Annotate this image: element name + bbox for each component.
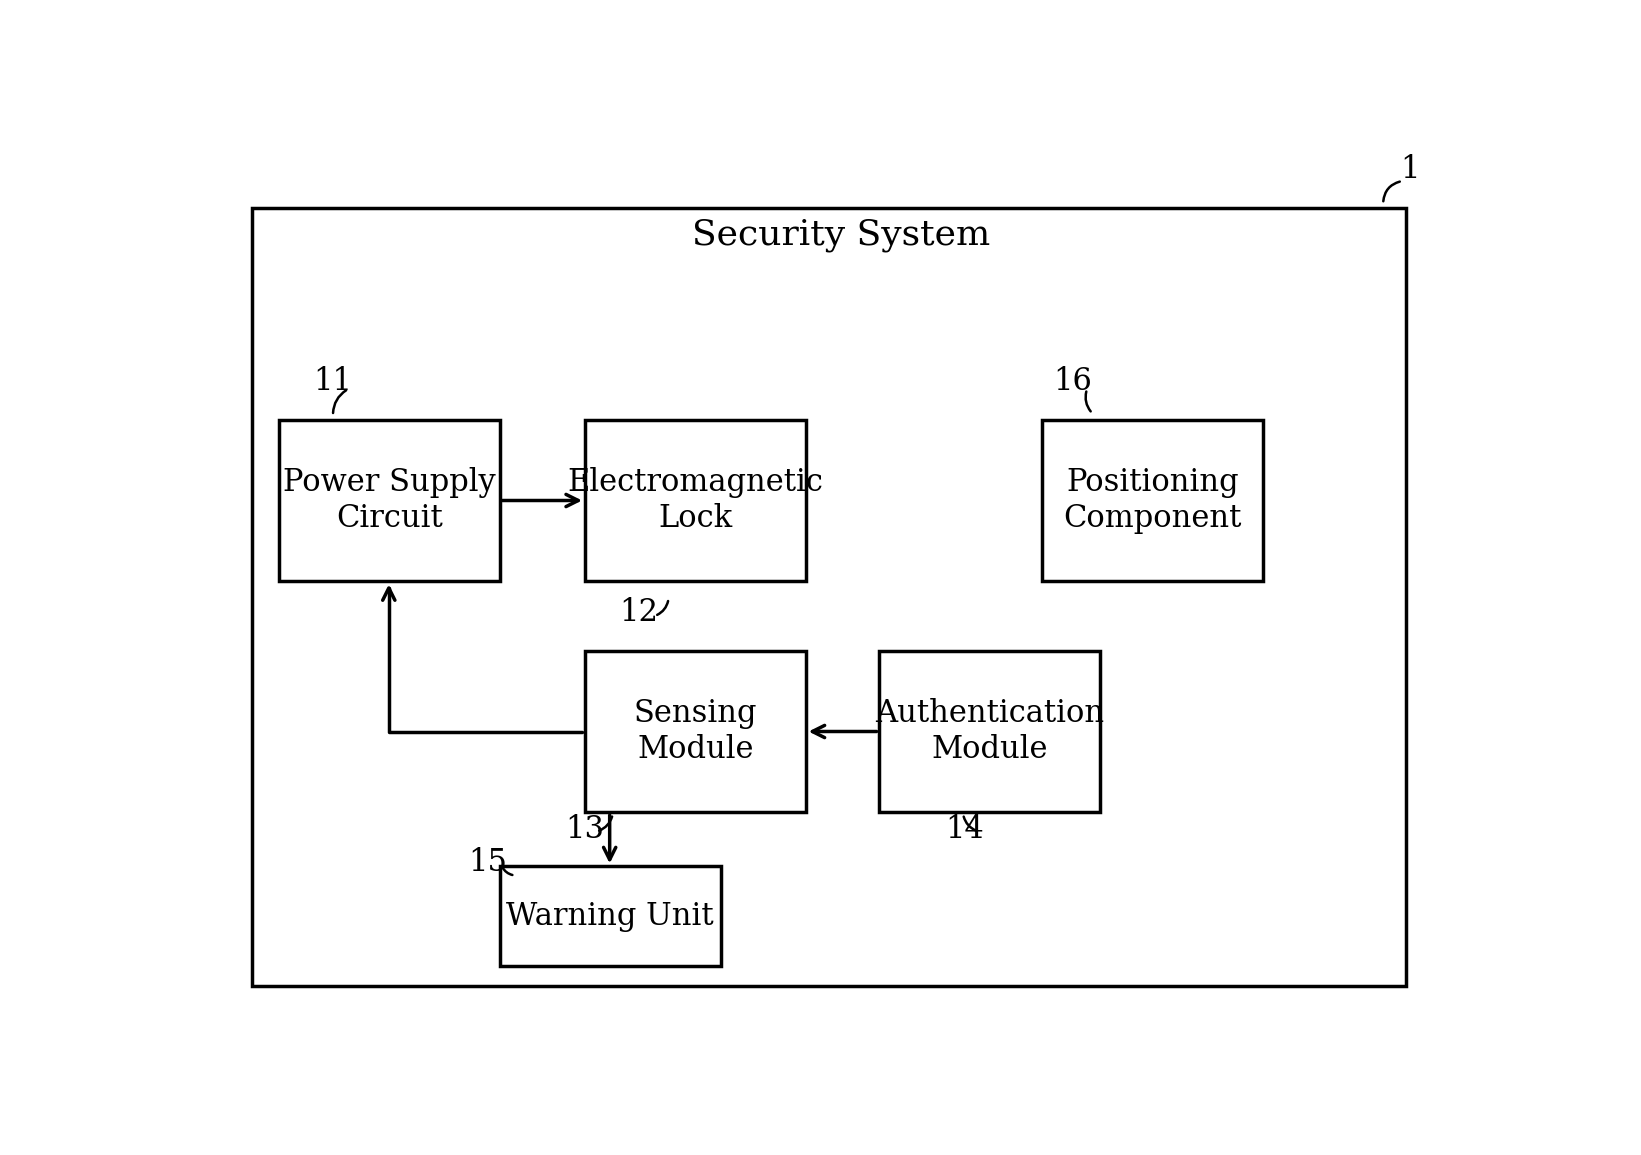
Bar [251, 208, 1406, 985]
Bar [279, 419, 499, 581]
Bar [880, 650, 1099, 812]
Bar [584, 650, 806, 812]
Text: 16: 16 [1054, 366, 1093, 396]
Text: Power Supply
Circuit: Power Supply Circuit [282, 467, 496, 534]
Text: 12: 12 [620, 597, 658, 627]
Text: 13: 13 [566, 814, 604, 844]
Bar [584, 419, 806, 581]
Text: Warning Unit: Warning Unit [507, 901, 714, 932]
Text: Sensing
Module: Sensing Module [633, 698, 757, 765]
Text: 1: 1 [1400, 154, 1419, 185]
Text: Authentication
Module: Authentication Module [875, 698, 1104, 765]
Text: Security System: Security System [691, 218, 990, 252]
Text: Electromagnetic
Lock: Electromagnetic Lock [568, 467, 824, 534]
Text: 15: 15 [468, 847, 507, 878]
Text: 14: 14 [945, 814, 985, 844]
Text: 11: 11 [313, 366, 353, 396]
Bar [1042, 419, 1264, 581]
Bar [499, 866, 720, 967]
Text: Positioning
Component: Positioning Component [1063, 467, 1242, 534]
